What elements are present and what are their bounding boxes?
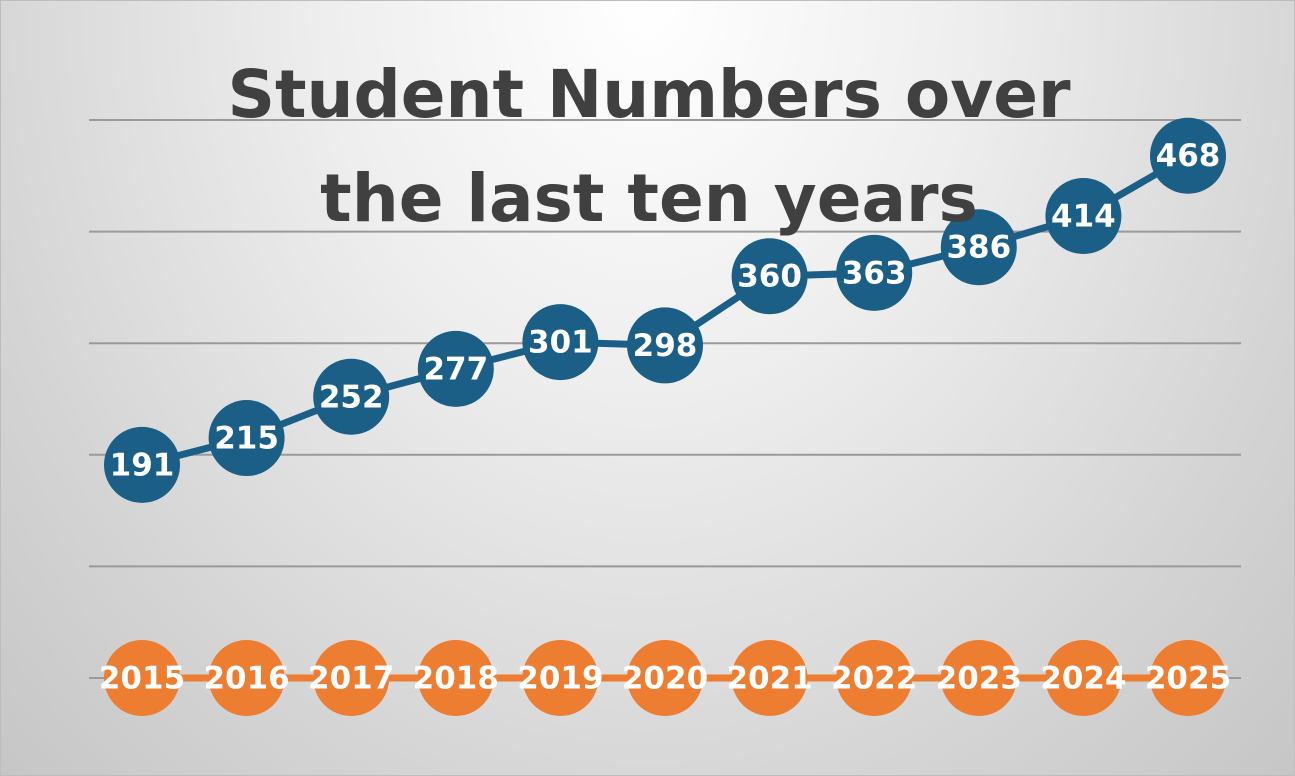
data-point (313, 358, 390, 435)
data-point (940, 640, 1017, 716)
data-point (417, 640, 494, 716)
data-point (417, 330, 494, 407)
x-tick-label: 2017 (308, 661, 394, 697)
data-point (627, 640, 703, 716)
data-label: 363 (842, 255, 907, 291)
chart-title: Student Numbers over the last ten years (227, 56, 1071, 237)
data-point (313, 640, 390, 716)
data-label: 298 (633, 328, 698, 364)
data-point (1150, 117, 1226, 194)
x-tick-label: 2023 (936, 661, 1022, 697)
data-label: 215 (214, 421, 279, 457)
data-point (627, 307, 703, 384)
data-label: 277 (423, 351, 488, 387)
x-tick-label: 2022 (831, 661, 917, 697)
x-tick-label: 2021 (726, 661, 812, 697)
data-point (836, 640, 913, 716)
data-point (104, 640, 180, 716)
data-point (208, 400, 285, 477)
data-point (104, 426, 180, 503)
data-point (208, 640, 285, 716)
x-tick-label: 2020 (622, 661, 708, 697)
x-tick-label: 2015 (99, 661, 185, 697)
data-point (1150, 640, 1226, 716)
data-label: 414 (1051, 198, 1116, 234)
x-tick-label: 2016 (203, 661, 289, 697)
data-label: 252 (319, 379, 384, 415)
data-label: 468 (1156, 138, 1221, 174)
data-label: 360 (737, 259, 802, 295)
data-label: 301 (528, 325, 593, 361)
x-tick-label: 2024 (1040, 661, 1126, 697)
x-tick-label: 2019 (517, 661, 603, 697)
data-point (522, 304, 599, 381)
data-point (522, 640, 599, 716)
data-point (731, 640, 808, 716)
x-tick-label: 2025 (1145, 661, 1231, 697)
data-label: 191 (110, 447, 175, 483)
data-label: 386 (946, 230, 1011, 266)
data-point (731, 238, 808, 315)
data-point (836, 234, 913, 311)
data-point (1045, 177, 1122, 254)
data-point (940, 209, 1017, 286)
data-point (1045, 640, 1122, 716)
x-tick-label: 2018 (413, 661, 499, 697)
